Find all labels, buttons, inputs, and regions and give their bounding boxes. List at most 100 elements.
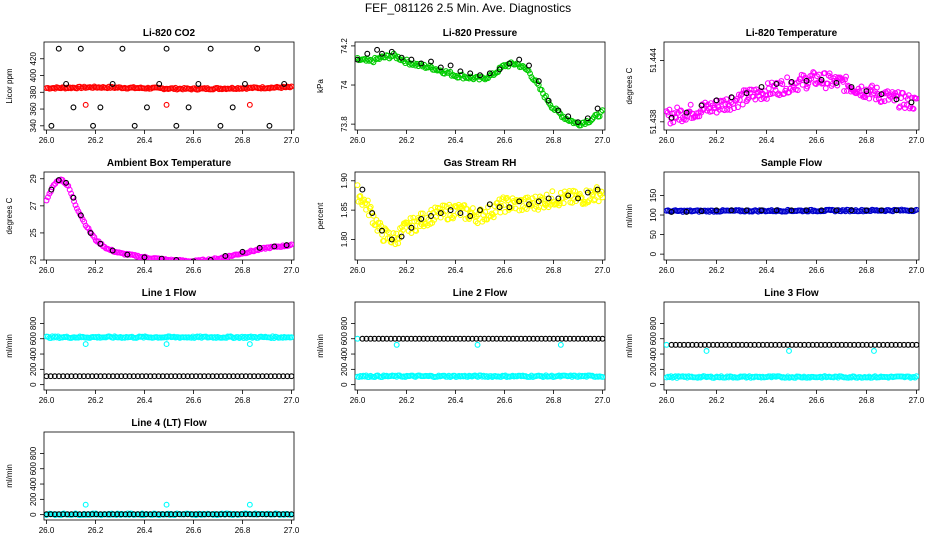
series-2-5-min-avg	[48, 45, 288, 129]
series-raw	[44, 333, 294, 342]
data-point	[896, 104, 903, 111]
data-point	[367, 335, 374, 342]
chart-panel-4: Ambient Box Temperature degrees C 26.0 26.2…	[5, 158, 300, 275]
x-tick-label: 26.8	[546, 396, 562, 405]
data-point	[114, 373, 121, 380]
data-point	[288, 83, 294, 90]
data-point	[722, 341, 729, 348]
data-point	[527, 70, 533, 77]
x-tick-label: 26.6	[809, 396, 825, 405]
data-point	[217, 511, 224, 518]
data-point	[428, 213, 434, 219]
x-tick-label: 26.6	[809, 136, 825, 145]
data-point	[683, 109, 690, 116]
data-point	[869, 82, 876, 89]
data-point	[763, 95, 770, 102]
y-tick-label: 0	[29, 512, 38, 517]
data-point	[408, 56, 415, 63]
chart-panel-3: Li-820 Temperature degrees C 26.0 26.2 26.4 2…	[625, 28, 925, 145]
y-tick-label: 1.80	[340, 231, 349, 247]
data-point	[780, 341, 787, 348]
y-tick-label: 25	[29, 228, 38, 237]
data-point	[818, 341, 824, 348]
data-point	[577, 195, 584, 202]
data-point	[82, 101, 89, 108]
data-point	[799, 81, 806, 88]
y-tick-label: 200	[29, 362, 38, 376]
data-point	[93, 511, 100, 518]
data-point	[139, 373, 145, 380]
data-point	[192, 257, 199, 260]
data-point	[190, 258, 197, 260]
data-point	[599, 194, 605, 201]
data-point	[713, 207, 720, 214]
data-point	[546, 335, 553, 342]
data-point	[70, 194, 77, 201]
data-point	[457, 335, 464, 342]
data-point	[562, 335, 569, 342]
plot-area	[44, 333, 294, 380]
data-point	[556, 200, 563, 207]
data-point	[510, 335, 516, 342]
data-point	[364, 200, 370, 207]
data-point	[404, 335, 411, 342]
data-point	[424, 222, 431, 229]
chart-panel-7: Line 1 Flow ml/min 26.0 26.2 26.4 26.6 26.8 27.…	[5, 288, 300, 405]
data-point	[743, 90, 750, 97]
y-tick-label: 400	[29, 347, 38, 361]
data-point	[698, 102, 705, 109]
data-point	[44, 511, 50, 518]
data-point	[93, 373, 100, 380]
data-point	[447, 207, 454, 214]
data-point	[685, 341, 692, 348]
data-point	[411, 218, 418, 225]
data-point	[674, 104, 681, 111]
data-point	[395, 53, 402, 60]
plot-area	[664, 69, 919, 127]
chart-panel-5: Gas Stream RH percent 26.0 26.2 26.4 26.6 26.8…	[316, 158, 611, 275]
series-raw	[664, 69, 919, 127]
data-point	[477, 72, 483, 79]
x-tick-label: 26.4	[759, 136, 775, 145]
data-point	[557, 341, 564, 348]
data-point	[461, 335, 468, 342]
data-point	[205, 373, 212, 380]
data-point	[565, 113, 572, 120]
data-point	[504, 197, 511, 204]
chart-title: Li-820 CO2	[143, 28, 196, 39]
data-point	[784, 74, 791, 81]
data-point	[85, 373, 91, 380]
series-2-5-min-avg	[668, 341, 919, 348]
data-point	[418, 62, 425, 69]
y-tick-label: 50	[649, 230, 658, 239]
data-point	[89, 373, 96, 380]
x-tick-label: 26.6	[809, 266, 825, 275]
data-point	[359, 335, 366, 342]
series-2-5-min-avg	[355, 46, 601, 126]
data-point	[871, 341, 878, 348]
data-point	[876, 341, 883, 348]
data-point	[530, 335, 537, 342]
data-point	[267, 373, 274, 380]
data-point	[419, 210, 426, 217]
data-point	[85, 511, 91, 518]
data-point	[364, 50, 371, 57]
data-point	[188, 373, 195, 380]
data-point	[710, 341, 717, 348]
data-point	[834, 82, 841, 89]
data-point	[538, 335, 545, 342]
data-point	[209, 373, 216, 380]
x-tick-label: 26.0	[350, 266, 366, 275]
data-point	[176, 511, 183, 518]
data-point	[399, 227, 406, 233]
data-point	[697, 341, 704, 348]
data-point	[554, 335, 561, 342]
data-point	[863, 341, 870, 348]
data-point	[908, 207, 915, 214]
y-tick-label: 200	[649, 362, 658, 376]
data-point	[197, 373, 204, 380]
y-tick-label: 420	[29, 52, 38, 66]
data-point	[428, 335, 435, 342]
data-point	[571, 335, 577, 342]
data-point	[288, 334, 294, 341]
